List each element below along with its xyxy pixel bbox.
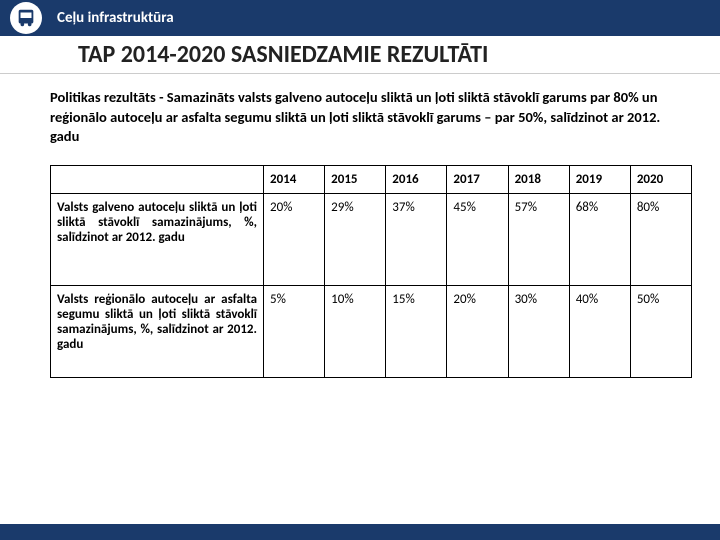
bus-icon bbox=[10, 2, 42, 34]
table-header-year: 2020 bbox=[630, 165, 691, 193]
results-table: 2014 2015 2016 2017 2018 2019 2020 Valst… bbox=[50, 165, 692, 378]
footer-bar bbox=[0, 524, 720, 540]
table-header-year: 2019 bbox=[569, 165, 630, 193]
table-cell: 45% bbox=[447, 193, 508, 285]
table-header-year: 2018 bbox=[508, 165, 569, 193]
policy-text: Politikas rezultāts - Samazināts valsts … bbox=[0, 74, 720, 165]
table-cell: 30% bbox=[508, 285, 569, 377]
page-title: TAP 2014-2020 SASNIEDZAMIE REZULTĀTI bbox=[78, 40, 700, 69]
header-bar: Ceļu infrastruktūra bbox=[0, 0, 720, 36]
table-header-blank bbox=[51, 165, 264, 193]
table-cell: 80% bbox=[630, 193, 691, 285]
row-label: Valsts reģionālo autoceļu ar asfalta seg… bbox=[51, 285, 264, 377]
table-cell: 20% bbox=[264, 193, 325, 285]
table-cell: 20% bbox=[447, 285, 508, 377]
category-label: Ceļu infrastruktūra bbox=[57, 9, 174, 27]
table-row: Valsts galveno autoceļu sliktā un ļoti s… bbox=[51, 193, 692, 285]
table-cell: 10% bbox=[325, 285, 386, 377]
table-cell: 37% bbox=[386, 193, 447, 285]
table-cell: 68% bbox=[569, 193, 630, 285]
table-cell: 40% bbox=[569, 285, 630, 377]
table-row: Valsts reģionālo autoceļu ar asfalta seg… bbox=[51, 285, 692, 377]
table-cell: 29% bbox=[325, 193, 386, 285]
table-cell: 15% bbox=[386, 285, 447, 377]
table-cell: 50% bbox=[630, 285, 691, 377]
table-cell: 57% bbox=[508, 193, 569, 285]
title-bar: TAP 2014-2020 SASNIEDZAMIE REZULTĀTI bbox=[0, 36, 720, 74]
table-header-year: 2017 bbox=[447, 165, 508, 193]
table-header-year: 2015 bbox=[325, 165, 386, 193]
table-cell: 5% bbox=[264, 285, 325, 377]
row-label: Valsts galveno autoceļu sliktā un ļoti s… bbox=[51, 193, 264, 285]
table-header-year: 2014 bbox=[264, 165, 325, 193]
table-header-row: 2014 2015 2016 2017 2018 2019 2020 bbox=[51, 165, 692, 193]
results-table-container: 2014 2015 2016 2017 2018 2019 2020 Valst… bbox=[0, 165, 720, 378]
table-header-year: 2016 bbox=[386, 165, 447, 193]
